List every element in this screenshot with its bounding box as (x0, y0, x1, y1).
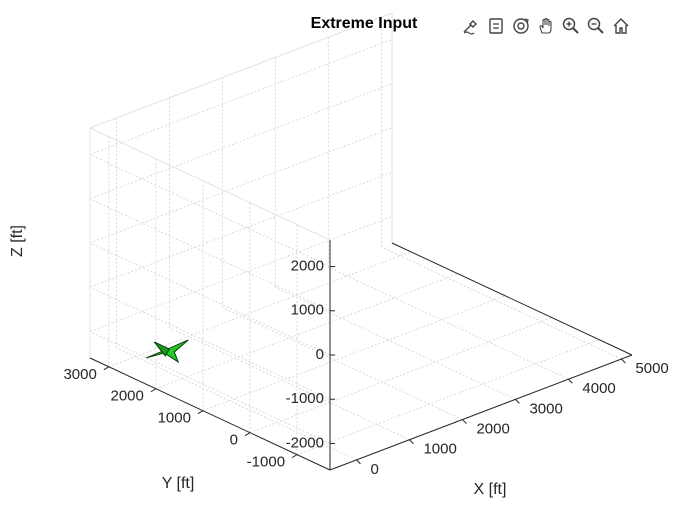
box-edge (89, 12, 393, 129)
x-tick-label: 1000 (423, 441, 456, 458)
zoom-out-icon[interactable] (585, 15, 607, 37)
y-tick-mark (103, 366, 110, 371)
x-tick-label: 2000 (476, 421, 509, 438)
x-tick-mark (515, 399, 520, 404)
y-grid-line (296, 339, 600, 456)
aircraft-marker (146, 339, 189, 364)
y-tick-label: 0 (230, 432, 238, 449)
z-grid-line (89, 154, 331, 267)
x-far-axis-line (391, 242, 633, 356)
z-grid-line (89, 83, 393, 200)
x-tick-mark (409, 439, 414, 445)
x-tick-label: 3000 (529, 400, 562, 417)
z-grid-line (89, 286, 331, 400)
y-tick-label: -1000 (247, 454, 285, 471)
zoom-in-icon[interactable] (560, 15, 582, 37)
data-tips-icon[interactable] (485, 15, 507, 37)
x-grid-line (116, 347, 357, 461)
z-grid-line (89, 331, 331, 444)
y-grid-line (202, 295, 506, 412)
z-grid-line (89, 127, 393, 244)
x-tick-label: 5000 (635, 360, 668, 377)
z-tick-label: 2000 (291, 258, 324, 275)
z-tick-label: 0 (316, 346, 324, 363)
brush-icon[interactable] (460, 15, 482, 37)
x-axis-line (329, 354, 633, 471)
aircraft-tail (153, 341, 170, 357)
z-tick-label: -2000 (286, 434, 324, 451)
axes-box (89, 12, 633, 471)
y-grid-line (249, 317, 553, 434)
x-tick-label: 0 (370, 461, 378, 478)
pan-icon[interactable] (535, 15, 557, 37)
x-tick-label: 4000 (582, 380, 615, 397)
tick-labels: 0 1000 2000 3000 4000 5000 -1000 0 1000 2000 3000 -… (63, 258, 668, 478)
z-grid-line (89, 198, 331, 312)
x-grid-line (169, 327, 410, 441)
home-icon[interactable] (610, 15, 632, 37)
z-grid-line (89, 242, 331, 356)
y-tick-mark (244, 432, 251, 437)
x-tick-mark (568, 378, 573, 384)
axes-toolbar (460, 14, 632, 38)
y-tick-mark (150, 388, 157, 393)
z-grid-line (89, 215, 393, 332)
y-tick-label: 1000 (158, 410, 191, 427)
rotate-3d-icon[interactable] (510, 15, 532, 37)
z-tick-label: -1000 (286, 390, 324, 407)
x-tick-mark (462, 419, 467, 424)
y-tick-label: 3000 (63, 366, 96, 383)
x-tick-mark (621, 358, 626, 364)
y-grid-line (155, 273, 459, 390)
x-tick-mark (356, 459, 361, 465)
y-tick-mark (197, 410, 204, 415)
x-grid-line (222, 307, 463, 421)
x-axis-label: X [ft] (474, 481, 507, 498)
y-axis-label: Y [ft] (162, 475, 195, 492)
chart-title: Extreme Input (310, 15, 418, 32)
x-grid-line (275, 286, 516, 400)
z-tick-label: 1000 (291, 302, 324, 319)
box-edge (89, 127, 331, 241)
y-axis-line (89, 357, 331, 471)
z-axis-label: Z [ft] (9, 225, 26, 257)
z-grid-line (89, 39, 393, 156)
y-tick-label: 2000 (111, 388, 144, 405)
x-grid-line (328, 266, 569, 380)
z-grid-line (89, 171, 393, 288)
x-grid-line (381, 246, 622, 360)
y-tick-mark (291, 454, 298, 459)
